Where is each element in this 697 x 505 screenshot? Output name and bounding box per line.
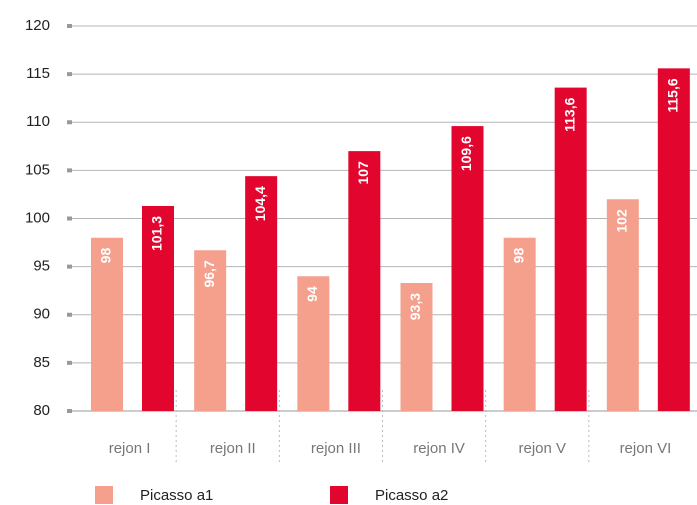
bar xyxy=(142,205,174,411)
value-label: 107 xyxy=(355,161,371,185)
value-label: 113,6 xyxy=(561,97,577,131)
value-label: 101,3 xyxy=(149,216,165,251)
bar xyxy=(657,68,690,411)
bar xyxy=(297,276,330,411)
y-tick-label: 105 xyxy=(25,161,50,178)
tick-mark xyxy=(67,312,72,317)
tick-mark xyxy=(67,72,72,77)
legend-label: Picasso a2 xyxy=(375,487,448,504)
y-tick-label: 115 xyxy=(26,65,50,82)
x-tick-label: rejon I xyxy=(109,440,151,457)
bar xyxy=(348,151,381,411)
bar xyxy=(91,237,123,411)
x-tick-label: rejon IV xyxy=(413,440,465,457)
y-tick-label: 90 xyxy=(33,306,50,323)
value-label: 98 xyxy=(98,248,114,264)
bar xyxy=(606,199,639,411)
y-tick-label: 80 xyxy=(33,402,50,419)
x-tick-label: rejon V xyxy=(518,440,566,457)
y-tick-label: 85 xyxy=(33,354,50,371)
bar xyxy=(400,282,433,411)
value-label: 96,7 xyxy=(201,260,217,287)
legend-swatch xyxy=(330,486,348,504)
legend-swatch xyxy=(95,486,113,504)
bar xyxy=(194,250,227,411)
value-label: 115,6 xyxy=(665,78,681,112)
value-label: 102 xyxy=(614,209,630,233)
y-tick-label: 100 xyxy=(25,209,50,226)
tick-mark xyxy=(67,216,72,221)
tick-mark xyxy=(67,168,72,173)
y-tick-label: 120 xyxy=(25,17,50,34)
value-label: 94 xyxy=(304,286,320,302)
y-tick-label: 110 xyxy=(26,113,50,130)
bar xyxy=(503,237,536,411)
bar xyxy=(245,176,278,411)
y-tick-label: 95 xyxy=(33,258,50,275)
bar xyxy=(451,126,484,411)
value-label: 109,6 xyxy=(458,136,474,171)
tick-mark xyxy=(67,24,72,28)
x-tick-label: rejon VI xyxy=(620,440,672,457)
tick-mark xyxy=(67,409,72,413)
bar xyxy=(554,87,587,411)
tick-mark xyxy=(67,120,72,125)
value-label: 98 xyxy=(510,248,526,264)
value-label: 104,4 xyxy=(252,186,268,221)
value-label: 93,3 xyxy=(407,293,423,320)
x-tick-label: rejon II xyxy=(210,440,256,457)
tick-mark xyxy=(67,360,72,365)
x-tick-label: rejon III xyxy=(311,440,361,457)
tick-mark xyxy=(67,264,72,269)
legend-label: Picasso a1 xyxy=(140,487,213,504)
